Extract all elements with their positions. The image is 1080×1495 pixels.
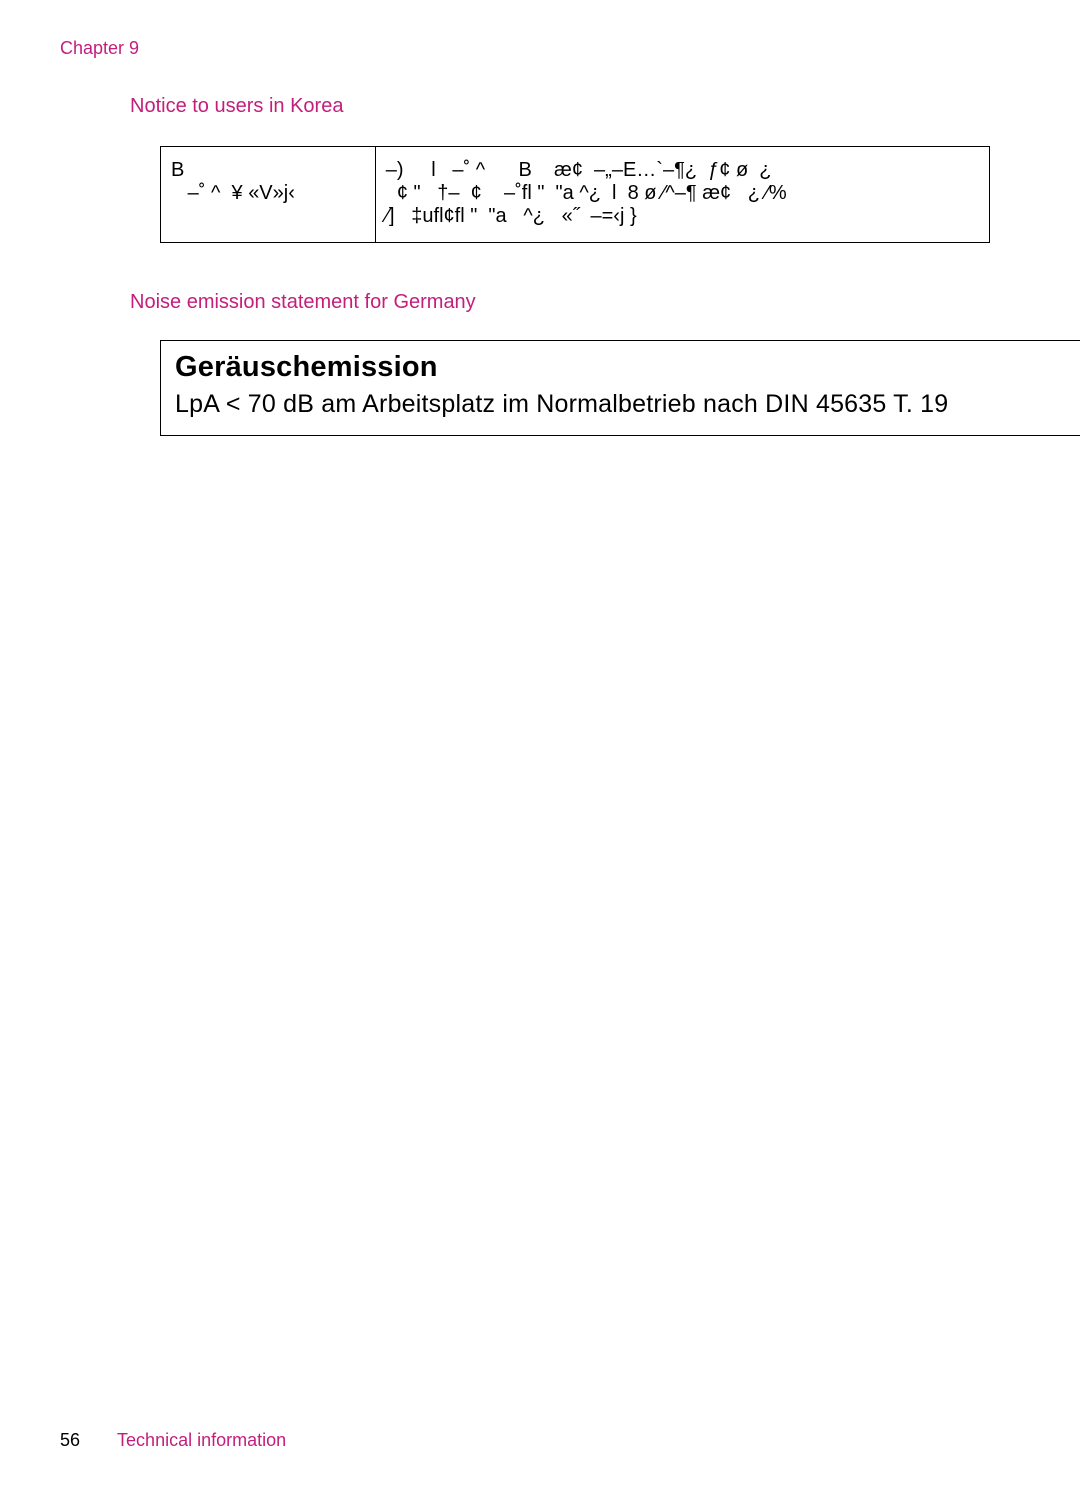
germany-box-body: LpA < 70 dB am Arbeitsplatz im Normalbet… xyxy=(175,390,1071,419)
korea-left-line1: B xyxy=(171,159,184,181)
korea-table-right-cell: –) l –˚ ^ B æ¢ –„–E…`–¶¿ ƒ¢ ø ¿ ¢ " †– ¢… xyxy=(375,147,989,243)
korea-left-line2: –˚ ^ ¥ «V»j‹ xyxy=(171,182,295,204)
table-row: B –˚ ^ ¥ «V»j‹ –) l –˚ ^ B æ¢ –„–E…`–¶¿ … xyxy=(161,147,990,243)
germany-noise-box: Geräuschemission LpA < 70 dB am Arbeitsp… xyxy=(160,340,1080,436)
chapter-label: Chapter 9 xyxy=(60,38,1020,59)
page-footer: 56 Technical information xyxy=(0,1430,1080,1451)
korea-table-left-cell: B –˚ ^ ¥ «V»j‹ xyxy=(161,147,376,243)
document-page: Chapter 9 Notice to users in Korea B –˚ … xyxy=(0,0,1080,1495)
korea-notice-heading: Notice to users in Korea xyxy=(130,95,1020,118)
page-number: 56 xyxy=(60,1430,80,1451)
korea-right-line1: –) l –˚ ^ B æ¢ –„–E…`–¶¿ ƒ¢ ø ¿ xyxy=(386,159,772,181)
korea-right-line3: ⁄] ‡ufl¢fl " "a ^¿ «˝ –=‹j } xyxy=(386,205,637,227)
germany-box-title: Geräuschemission xyxy=(175,351,1071,384)
korea-right-line2: ¢ " †– ¢ –˚fl " "a ^¿ l 8 ø ⁄^–¶ æ¢ ¿ ⁄% xyxy=(386,182,787,204)
korea-notice-table: B –˚ ^ ¥ «V»j‹ –) l –˚ ^ B æ¢ –„–E…`–¶¿ … xyxy=(160,146,990,243)
germany-noise-heading: Noise emission statement for Germany xyxy=(130,291,1020,314)
footer-section-title: Technical information xyxy=(117,1430,286,1451)
